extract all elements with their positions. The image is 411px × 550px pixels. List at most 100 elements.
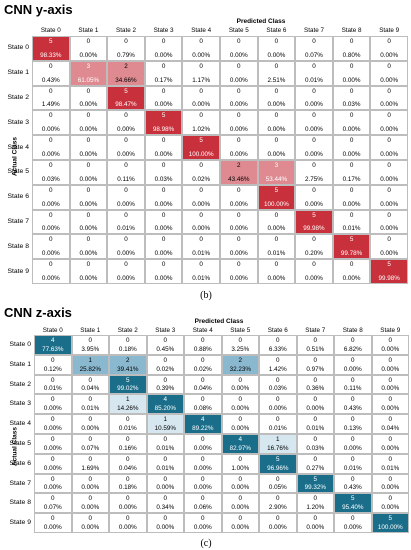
matrix-cell: 0 0.00% — [34, 473, 72, 494]
cell-percentage: 0.97% — [306, 365, 325, 373]
matrix-cell: 0 0.04% — [184, 374, 222, 395]
cell-count: 0 — [274, 87, 279, 95]
matrix-cell: 0 0.06% — [184, 493, 222, 514]
matrix-cell: 0 0.00% — [71, 493, 109, 514]
cell-percentage: 0.08% — [193, 405, 212, 413]
cell-percentage: 100.00% — [188, 150, 214, 158]
row-header: State 8 — [9, 499, 31, 507]
cell-percentage: 0.00% — [342, 274, 361, 282]
cell-count: 0 — [124, 186, 128, 194]
matrix-cell: 0 0.00% — [220, 135, 258, 160]
cell-count: 0 — [313, 436, 317, 443]
matrix-cell: 0 0.00% — [332, 259, 371, 284]
cell-percentage: 0.00% — [81, 424, 100, 432]
matrix-cell: 4 89.22% — [184, 414, 222, 434]
cell-count: 0 — [350, 416, 355, 424]
matrix-cell: 0 0.00% — [107, 135, 145, 160]
cell-count: 0 — [274, 261, 279, 269]
matrix-cell: 1 10.59% — [146, 414, 184, 434]
cell-count: 0 — [349, 112, 354, 120]
column-header: State 4 — [191, 27, 212, 34]
cell-count: 2 — [125, 356, 130, 364]
cell-percentage: 25.82% — [79, 365, 101, 373]
cell-count: 5 — [313, 475, 317, 483]
caption-b: (b) — [200, 290, 212, 301]
cell-count: 0 — [388, 475, 392, 483]
cell-count: 0 — [387, 236, 391, 244]
cell-percentage: 99.98% — [378, 274, 400, 282]
matrix-cell: 0 0.39% — [146, 374, 184, 395]
cell-count: 0 — [238, 337, 242, 344]
matrix-cell: 0 0.00% — [220, 85, 258, 111]
cell-count: 0 — [238, 416, 242, 424]
cell-percentage: 0.00% — [117, 250, 135, 258]
cell-percentage: 100.00% — [263, 200, 289, 208]
matrix-cell: 5 95.40% — [334, 493, 372, 514]
cell-percentage: 0.80% — [342, 51, 361, 59]
cell-count: 0 — [275, 376, 280, 384]
cell-percentage: 0.00% — [380, 250, 399, 258]
matrix-cell: 0 0.00% — [220, 110, 258, 136]
matrix-cell: 0 0.00% — [144, 85, 183, 111]
cell-percentage: 100.00% — [377, 523, 403, 531]
column-header: State 0 — [40, 27, 61, 34]
cell-percentage: 0.27% — [306, 464, 325, 472]
cell-percentage: 0.03% — [306, 444, 325, 452]
cell-count: 0 — [388, 356, 392, 364]
cell-count: 0 — [88, 416, 92, 424]
matrix-cell: 0 0.00% — [144, 184, 183, 210]
matrix-cell: 5 96.96% — [259, 453, 297, 474]
cell-count: 0 — [125, 337, 130, 344]
matrix-cell: 0 0.00% — [371, 374, 409, 395]
column-header: State 8 — [341, 27, 362, 34]
cell-percentage: 0.00% — [231, 424, 250, 432]
row-header: State 1 — [9, 360, 31, 368]
cell-count: 0 — [274, 62, 279, 70]
cell-count: 5 — [388, 515, 392, 523]
cell-percentage: 0.00% — [154, 200, 173, 208]
cell-percentage: 0.00% — [156, 523, 175, 531]
cell-percentage: 0.00% — [118, 523, 137, 531]
cell-percentage: 0.00% — [81, 484, 100, 492]
matrix-cell: 0 0.00% — [334, 434, 372, 454]
row-header: State 2 — [9, 380, 31, 388]
cell-count: 0 — [200, 337, 205, 344]
matrix-cell: 0 0.27% — [296, 453, 334, 474]
matrix-cell: 0 0.00% — [220, 36, 258, 61]
cell-percentage: 0.04% — [118, 464, 137, 472]
cell-percentage: 0.88% — [193, 345, 212, 353]
cell-count: 0 — [312, 87, 316, 95]
cell-count: 5 — [312, 211, 316, 219]
cell-percentage: 0.00% — [154, 274, 173, 282]
cell-percentage: 0.01% — [156, 444, 175, 452]
cell-count: 0 — [50, 475, 55, 483]
cell-percentage: 0.01% — [268, 424, 287, 432]
matrix-cell: 0 0.00% — [257, 85, 296, 111]
cell-count: 5 — [199, 137, 203, 145]
cell-percentage: 0.00% — [41, 126, 60, 134]
cell-count: 3 — [274, 162, 279, 169]
matrix-cell: 0 0.00% — [184, 434, 222, 454]
cell-count: 0 — [161, 38, 166, 45]
matrix-cell: 0 0.00% — [182, 36, 220, 61]
cell-count: 0 — [388, 436, 392, 443]
cell-percentage: 0.00% — [193, 464, 212, 472]
cell-percentage: 82.97% — [229, 444, 251, 452]
matrix-cell: 0 0.00% — [69, 36, 108, 61]
cell-count: 0 — [200, 396, 205, 404]
matrix-cell: 0 0.18% — [109, 473, 147, 494]
cell-count: 2 — [237, 162, 241, 169]
cell-count: 0 — [49, 162, 53, 169]
cell-count: 0 — [238, 515, 242, 523]
matrix-cell: 0 0.00% — [69, 259, 108, 284]
caption-c: (c) — [200, 538, 212, 549]
matrix-cell: 0 6.33% — [259, 335, 297, 355]
cell-count: 0 — [124, 38, 128, 45]
cell-percentage: 0.07% — [305, 51, 323, 59]
cell-count: 0 — [88, 337, 92, 344]
cell-percentage: 89.22% — [192, 424, 214, 432]
cell-percentage: 6.82% — [343, 345, 362, 353]
matrix-cell: 0 0.00% — [34, 513, 72, 533]
cell-count: 0 — [86, 236, 91, 244]
cell-count: 1 — [163, 416, 167, 424]
